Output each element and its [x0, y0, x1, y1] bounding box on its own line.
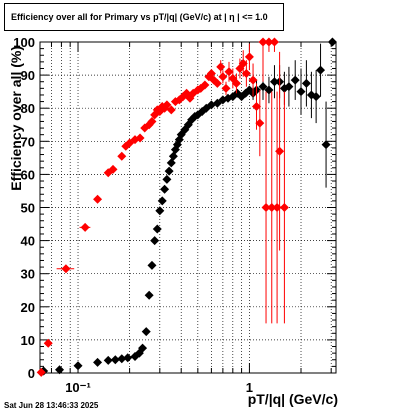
data-point — [301, 78, 311, 88]
data-point — [61, 264, 71, 274]
data-point — [252, 102, 262, 112]
data-point — [117, 151, 127, 161]
data-point — [103, 355, 113, 365]
data-point — [216, 62, 226, 72]
data-point — [166, 158, 176, 168]
plot-title-box: Efficiency over all for Primary vs pT/|q… — [4, 3, 284, 31]
timestamp-label: Sat Jun 28 13:46:33 2025 — [4, 401, 99, 410]
data-point — [284, 82, 294, 92]
y-tick-label: 70 — [21, 134, 35, 149]
y-tick-label: 60 — [21, 167, 35, 182]
data-layer — [36, 37, 337, 377]
y-tick-label: 100 — [13, 35, 35, 50]
y-tick-label: 80 — [21, 101, 35, 116]
data-point — [212, 78, 222, 88]
data-point — [218, 72, 228, 82]
y-tick-label: 40 — [21, 234, 35, 249]
data-point — [269, 77, 279, 87]
data-point — [231, 78, 241, 88]
data-point — [138, 343, 148, 353]
data-point — [144, 290, 154, 300]
data-point — [152, 224, 162, 234]
data-point — [43, 338, 53, 348]
y-tick-label: 30 — [21, 267, 35, 282]
data-point — [157, 196, 167, 206]
series-1 — [36, 37, 289, 377]
data-point — [93, 194, 103, 204]
data-point — [248, 75, 258, 85]
y-tick-label: 50 — [21, 201, 35, 216]
data-point — [279, 203, 289, 212]
data-point — [150, 236, 160, 246]
data-point — [80, 222, 90, 232]
axes-layer: 0 10 20 30 40 50 60 70 80 90 100 10⁻¹ 1 — [13, 35, 337, 395]
y-tick-label: 0 — [28, 366, 35, 381]
data-point — [275, 146, 285, 156]
data-point — [321, 140, 331, 150]
data-point — [311, 92, 321, 102]
data-point — [166, 105, 176, 115]
data-point — [36, 367, 46, 377]
data-point — [296, 87, 306, 97]
data-point — [264, 85, 274, 95]
data-point — [155, 206, 165, 216]
data-point — [162, 100, 172, 110]
data-point — [117, 354, 127, 364]
data-point — [147, 260, 157, 270]
data-point — [135, 133, 145, 143]
data-point — [168, 151, 178, 161]
y-axis-label: Efficiency over all (%) — [8, 46, 24, 191]
data-point — [264, 37, 274, 47]
series-0 — [39, 37, 337, 376]
data-point — [141, 327, 151, 337]
data-point — [206, 68, 216, 78]
data-point — [110, 355, 120, 365]
y-tick-label: 90 — [21, 68, 35, 83]
data-point — [160, 184, 170, 194]
y-tick-label: 20 — [21, 300, 35, 315]
data-point — [267, 203, 277, 212]
data-point — [238, 59, 248, 69]
data-point — [244, 52, 254, 62]
data-point — [316, 65, 326, 75]
data-point — [55, 365, 65, 375]
data-point — [73, 361, 83, 371]
data-point — [123, 353, 133, 363]
x-axis-label: pT/|q| (GeV/c) — [248, 391, 338, 407]
data-point — [269, 37, 279, 47]
data-point — [200, 80, 210, 90]
plot-frame — [39, 41, 337, 374]
data-point — [258, 37, 268, 47]
plot-title: Efficiency over all for Primary vs pT/|q… — [11, 12, 268, 22]
data-point — [162, 174, 172, 184]
data-point — [258, 82, 268, 92]
data-point — [261, 203, 271, 212]
data-point — [108, 164, 118, 174]
y-tick-label: 10 — [21, 333, 35, 348]
data-point — [241, 68, 251, 78]
data-point — [290, 75, 300, 85]
data-point — [147, 116, 157, 126]
x-tick-label: 1 — [246, 380, 253, 395]
data-point — [327, 37, 337, 47]
data-point — [221, 83, 231, 93]
data-point — [164, 166, 174, 176]
data-point — [93, 357, 103, 367]
data-point — [224, 67, 234, 77]
x-tick-label: 10⁻¹ — [65, 380, 91, 395]
data-point — [255, 118, 265, 128]
